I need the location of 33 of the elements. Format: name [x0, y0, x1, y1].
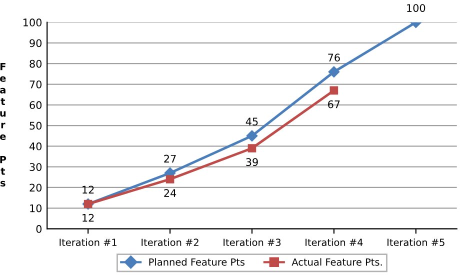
y-tick-label: 70	[30, 80, 42, 88]
data-label: 24	[164, 189, 176, 197]
data-label: 67	[328, 100, 340, 108]
x-tick-label: Iteration #2	[142, 238, 198, 246]
y-tick-label: 50	[30, 122, 42, 130]
x-tick-label: Iteration #4	[306, 238, 363, 246]
y-tick-label: 60	[30, 101, 42, 110]
y-tick-label: 0	[36, 225, 42, 233]
x-tick-label: Iteration #1	[60, 238, 117, 246]
data-label: 45	[246, 118, 258, 126]
y-tick-label: 90	[30, 39, 42, 48]
y-tick-label: 30	[30, 163, 42, 171]
point	[328, 66, 340, 78]
legend-label: Planned Feature Pts	[149, 258, 245, 266]
y-tick-label: 20	[30, 184, 42, 192]
text: Feature Pts	[0, 63, 6, 186]
data-label: 12	[82, 186, 94, 194]
y-tick-label: 10	[30, 204, 42, 212]
y-tick-label: 80	[30, 60, 42, 68]
point	[248, 144, 256, 152]
point	[166, 175, 174, 184]
legend-label: Actual Feature Pts.	[292, 258, 382, 266]
data-label: 39	[246, 158, 258, 166]
data-label: 76	[328, 54, 340, 62]
y-tick-label: 40	[29, 142, 42, 150]
point	[246, 130, 258, 142]
point	[330, 86, 338, 95]
data-label: 12	[82, 214, 94, 222]
data-label: 100	[407, 4, 426, 12]
x-tick-label: Iteration #3	[224, 238, 281, 246]
data-label: 27	[164, 154, 176, 163]
x-tick-label: Iteration #5	[388, 238, 444, 246]
y-tick-label: 100	[24, 18, 42, 26]
